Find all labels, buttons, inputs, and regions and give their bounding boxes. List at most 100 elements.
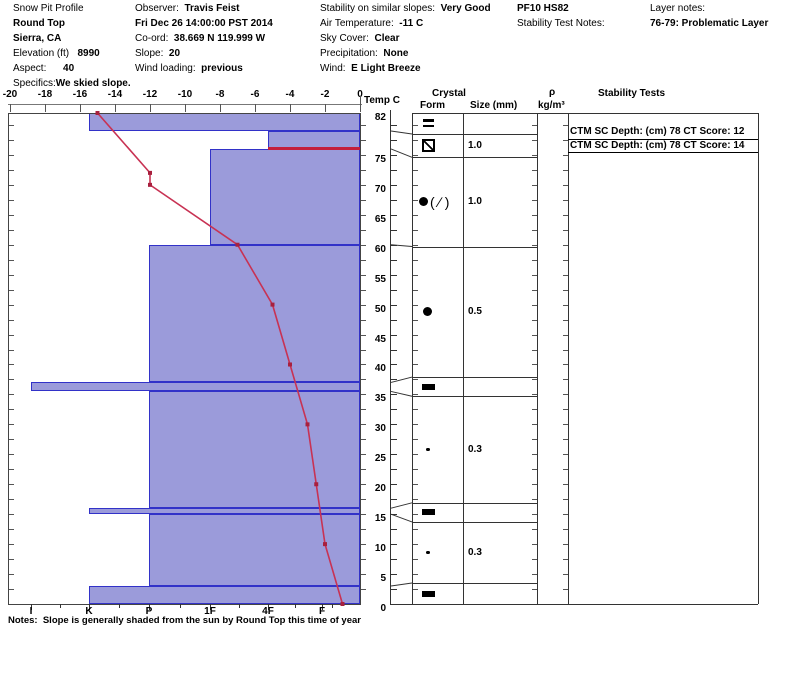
hardness-tick [268, 604, 269, 610]
temp-tick-label: -12 [142, 89, 158, 100]
size-column-tick [532, 484, 537, 486]
depth-tick-label: 10 [374, 543, 386, 555]
size-column-tick [532, 424, 537, 426]
depth-tick-label: 50 [374, 303, 386, 315]
form-column-header: Form [420, 100, 445, 111]
depth-axis-tick [391, 439, 397, 441]
size-column-tick [532, 574, 537, 576]
depth-minor-tick [9, 469, 14, 471]
temp-tick-label: -14 [107, 89, 123, 100]
temp-axis-label: Temp C [364, 95, 400, 106]
size-column-tick [532, 184, 537, 186]
depth-minor-tick [9, 559, 14, 561]
hardness-tick-label: I [29, 606, 33, 617]
depth-minor-tick [361, 274, 366, 276]
depth-minor-tick [9, 244, 14, 246]
hardness-tick-label: K [85, 606, 93, 617]
hardness-minor-tick [239, 604, 240, 608]
density-column-tick [563, 259, 568, 261]
depth-minor-tick [9, 139, 14, 141]
hardness-minor-tick [295, 604, 296, 608]
depth-minor-tick [361, 259, 366, 261]
crystal-form-ice-lens-icon [418, 586, 462, 602]
depth-tick-label: 60 [374, 243, 386, 255]
notes: Notes: Slope is generally shaded from th… [8, 615, 361, 627]
depth-axis-tick [391, 379, 397, 381]
depth-minor-tick [361, 409, 366, 411]
depth-axis-tick [391, 544, 397, 546]
depth-minor-tick [9, 274, 14, 276]
density-column-tick [563, 244, 568, 246]
depth-axis-tick [391, 574, 397, 576]
header-field-c2r2: Fri Dec 26 14:00:00 PST 2014 [135, 18, 273, 29]
header-field-c3r1: Stability on similar slopes: Very Good [320, 3, 491, 14]
density-column-tick [563, 349, 568, 351]
depth-axis-tick [391, 349, 397, 351]
header-field-c1r4: Elevation (ft) 8990 [13, 48, 100, 59]
header-field-c2r1: Observer: Travis Feist [135, 3, 240, 14]
depth-axis-tick [391, 184, 397, 186]
temp-axis-tick [80, 104, 81, 112]
header-field-c1r5: Aspect: 40 [13, 63, 75, 74]
crystal-size-value: 0.3 [468, 546, 482, 558]
depth-axis-tick [391, 484, 397, 486]
density-column-tick [563, 139, 568, 141]
form-column-tick [413, 484, 418, 486]
depth-tick-label: 5 [380, 573, 386, 585]
crystal-form-slashed-square-icon [418, 138, 462, 154]
depth-minor-tick [361, 589, 366, 591]
crystal-row-separator [412, 396, 537, 398]
depth-minor-tick [361, 544, 366, 546]
temp-tick-label: 0 [357, 89, 363, 100]
depth-minor-tick [9, 259, 14, 261]
temp-axis-tick [185, 104, 186, 112]
form-column-tick [413, 559, 418, 561]
depth-minor-tick [361, 424, 366, 426]
depth-tick-label: 70 [374, 183, 386, 195]
density-column-tick [563, 274, 568, 276]
layer-fan-connector [390, 582, 413, 587]
depth-minor-tick [361, 349, 366, 351]
header-field-c1r2: Round Top [13, 18, 66, 29]
form-column-tick [413, 184, 418, 186]
depth-minor-tick [9, 229, 14, 231]
temp-tick-label: -2 [320, 89, 330, 100]
depth-minor-tick [9, 334, 14, 336]
form-column-tick [413, 349, 418, 351]
size-column-tick [532, 499, 537, 501]
density-column-tick [563, 169, 568, 171]
depth-minor-tick [9, 169, 14, 171]
stability-test-row: CTM SC Depth: (cm) 78 CT Score: 14 [568, 140, 758, 153]
density-column-tick [563, 334, 568, 336]
size-column-header: Size (mm) [470, 100, 518, 111]
header-field-c3r5: Wind: E Light Breeze [320, 63, 421, 74]
size-column-tick [532, 274, 537, 276]
crystal-form-ice-lens-icon [418, 379, 462, 395]
depth-axis-tick [391, 334, 397, 336]
crystal-size-value: 1.0 [468, 139, 482, 151]
layer-fan-connector [390, 148, 413, 158]
depth-axis-tick [391, 229, 397, 231]
temp-axis-tick [150, 104, 151, 112]
depth-minor-tick [361, 469, 366, 471]
density-column-tick [563, 574, 568, 576]
form-column-tick [413, 334, 418, 336]
depth-tick-label: 82 [374, 112, 386, 123]
size-column-right-line [537, 113, 538, 604]
density-column-tick [563, 289, 568, 291]
depth-minor-tick [361, 514, 366, 516]
depth-minor-tick [9, 439, 14, 441]
hardness-tick-label: 1F [204, 606, 216, 617]
depth-minor-tick [9, 289, 14, 291]
density-units-header: kg/m³ [538, 100, 565, 111]
layer-fan-connector [390, 502, 413, 509]
depth-axis-tick [391, 169, 397, 171]
depth-minor-tick [9, 589, 14, 591]
size-column-tick [532, 544, 537, 546]
density-column-tick [563, 544, 568, 546]
depth-minor-tick [9, 394, 14, 396]
depth-minor-tick [361, 289, 366, 291]
form-column-tick [413, 469, 418, 471]
form-column-tick [413, 544, 418, 546]
